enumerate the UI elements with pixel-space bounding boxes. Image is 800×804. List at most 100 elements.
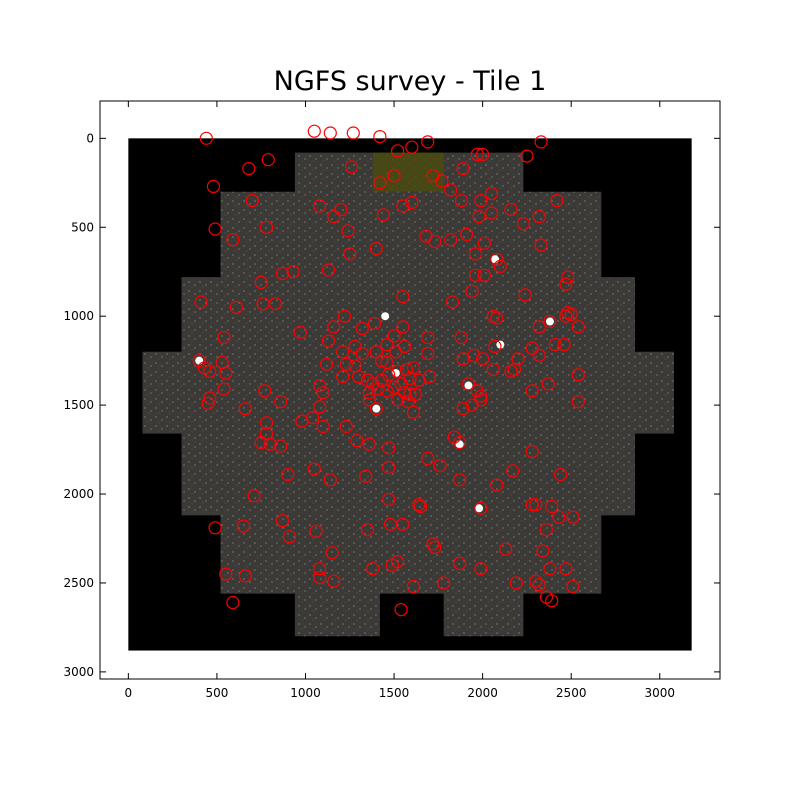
source-marker [359, 469, 373, 483]
source-marker [350, 434, 364, 448]
source-marker [468, 268, 483, 282]
source-marker [453, 473, 467, 487]
source-marker [282, 530, 297, 544]
source-marker [217, 382, 231, 396]
source-marker [453, 556, 467, 571]
source-marker [385, 558, 399, 572]
source-marker [518, 288, 532, 302]
source-marker [258, 384, 272, 398]
source-marker [525, 384, 539, 398]
source-marker [206, 179, 220, 193]
source-marker [539, 522, 554, 537]
source-marker [371, 382, 385, 396]
source-marker [375, 354, 389, 368]
source-marker [336, 370, 350, 384]
source-marker [507, 362, 522, 377]
y-tick-label: 1500 [63, 398, 94, 412]
source-marker [274, 439, 288, 453]
source-marker [516, 217, 531, 231]
source-marker [477, 236, 491, 250]
source-marker [238, 402, 252, 416]
source-marker [362, 386, 376, 400]
source-marker [293, 325, 307, 339]
bright-source [491, 255, 500, 264]
source-marker [208, 521, 222, 535]
source-marker [391, 393, 405, 407]
source-marker [236, 519, 251, 533]
source-marker [343, 247, 357, 261]
source-marker [313, 400, 327, 414]
source-marker [336, 345, 350, 359]
source-marker [295, 414, 309, 428]
source-marker [506, 464, 520, 478]
x-tick-label: 1000 [290, 686, 321, 700]
source-marker [571, 320, 585, 334]
x-tick-label: 2000 [467, 686, 498, 700]
source-marker [281, 467, 295, 482]
source-marker [406, 405, 421, 419]
x-tick-label: 3000 [644, 686, 675, 700]
source-marker [545, 499, 559, 514]
source-marker [414, 499, 428, 514]
source-marker [453, 435, 467, 450]
source-marker [366, 377, 380, 391]
image-artifact-patch [372, 152, 444, 192]
source-marker [201, 396, 215, 410]
source-marker [421, 330, 435, 345]
source-marker [474, 389, 488, 403]
source-marker [334, 202, 348, 217]
source-marker [474, 194, 488, 208]
source-marker [254, 275, 268, 289]
x-tick-label: 500 [205, 686, 228, 700]
source-marker [428, 234, 442, 249]
source-marker [428, 540, 442, 555]
source-marker [566, 510, 580, 524]
source-marker [532, 320, 546, 334]
source-marker [406, 579, 421, 594]
source-marker [366, 562, 380, 576]
source-marker [313, 199, 327, 213]
source-marker [238, 569, 252, 583]
source-marker [421, 451, 435, 466]
source-marker [405, 195, 419, 209]
source-marker [226, 233, 240, 247]
source-marker [433, 459, 447, 473]
source-marker [321, 263, 336, 277]
source-marker [341, 224, 355, 238]
source-marker [313, 570, 327, 585]
source-marker [543, 562, 557, 576]
source-marker [456, 162, 470, 176]
source-marker [566, 579, 580, 594]
plot-frame [99, 100, 721, 680]
x-tick-label: 1500 [379, 686, 410, 700]
source-marker [486, 362, 500, 377]
source-marker [373, 130, 387, 144]
source-marker [559, 277, 573, 291]
source-marker [369, 402, 383, 416]
source-marker [203, 391, 217, 405]
source-marker [199, 131, 213, 145]
source-marker [525, 341, 539, 355]
source-marker [493, 259, 507, 273]
source-marker [525, 498, 539, 512]
source-marker [559, 562, 573, 576]
source-marker [375, 373, 389, 387]
source-marker [348, 339, 362, 353]
source-marker [346, 126, 360, 140]
source-marker [435, 174, 449, 188]
source-marker [571, 368, 585, 382]
source-marker [545, 594, 559, 608]
source-marker [454, 330, 468, 345]
source-marker [460, 227, 474, 241]
source-marker [327, 320, 341, 334]
source-marker [403, 371, 417, 385]
source-marker [382, 492, 396, 506]
source-marker [261, 153, 275, 167]
source-marker [571, 395, 585, 409]
source-marker [219, 366, 233, 380]
source-marker [396, 320, 410, 334]
source-marker [219, 567, 233, 581]
source-marker [499, 542, 513, 556]
x-tick-label: 0 [125, 686, 133, 700]
bright-source [372, 404, 381, 413]
